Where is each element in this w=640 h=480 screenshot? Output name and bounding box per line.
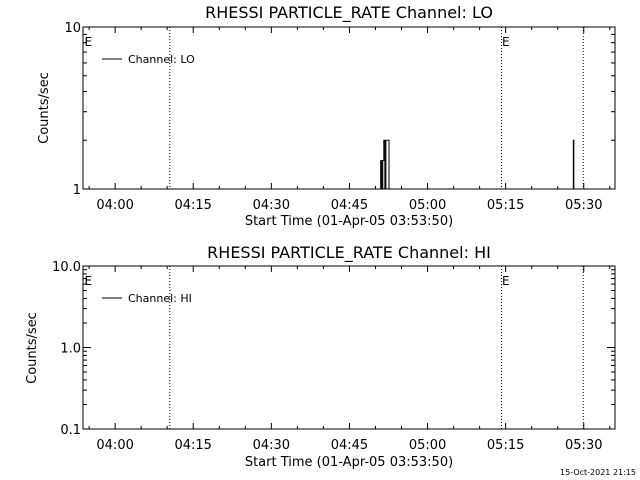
lo-y-axis-title: Counts/sec [37,72,52,144]
lo-x-tick-label: 05:30 [565,198,602,213]
lo-x-tick-label: 04:15 [174,198,211,213]
lo-chart-title: RHESSI PARTICLE_RATE Channel: LO [205,3,493,23]
lo-y-tick-label: 1 [73,183,81,198]
lo-plot-frame [82,26,616,190]
lo-legend-label: Channel: LO [128,53,195,66]
lo-event-marker-label: E [85,35,93,49]
hi-y-tick-label: 1.0 [60,342,81,357]
hi-event-marker-label: E [85,274,93,288]
hi-legend: Channel: HI [102,292,192,305]
hi-x-tick-label: 04:45 [331,438,368,453]
lo-data-series [379,139,575,190]
hi-chart-title: RHESSI PARTICLE_RATE Channel: HI [207,243,491,263]
lo-event-marker-label: E [502,35,510,49]
hi-legend-label: Channel: HI [128,292,192,305]
lo-x-tick-label: 04:00 [96,198,133,213]
lo-x-axis-title: Start Time (01-Apr-05 03:53:50) [245,214,453,229]
lo-series-line [379,139,575,190]
hi-x-axis-title: Start Time (01-Apr-05 03:53:50) [245,455,453,470]
hi-plot-frame [82,265,616,430]
lo-x-tick-label: 04:45 [331,198,368,213]
lo-y-tick-label: 10 [64,21,81,36]
lo-axis-ticks: 04:00 04:15 04:30 04:45 05:00 05:15 05:30 1 10 [64,21,615,213]
hi-x-tick-label: 05:30 [565,438,602,453]
hi-x-tick-label: 04:15 [174,438,211,453]
lo-x-tick-label: 05:00 [409,198,446,213]
lo-channel-panel: RHESSI PARTICLE_RATE Channel: LO Counts/… [37,3,616,229]
lo-x-tick-label: 04:30 [253,198,290,213]
hi-y-tick-label: 0.1 [60,423,81,438]
hi-event-marker-label: E [502,274,510,288]
hi-x-tick-label: 05:00 [409,438,446,453]
lo-x-tick-label: 05:15 [487,198,524,213]
hi-axis-ticks: 04:00 04:15 04:30 04:45 05:00 05:15 05:30 0.1 1.… [52,260,615,453]
footer-timestamp: 15-Oct-2021 21:15 [560,468,636,477]
lo-legend: Channel: LO [102,53,195,66]
hi-x-tick-label: 04:00 [96,438,133,453]
hi-y-axis-title: Counts/sec [25,312,40,384]
hi-y-tick-label: 10.0 [52,260,81,275]
hi-x-tick-label: 05:15 [487,438,524,453]
hi-channel-panel: RHESSI PARTICLE_RATE Channel: HI Counts/… [25,243,616,470]
hi-x-tick-label: 04:30 [253,438,290,453]
